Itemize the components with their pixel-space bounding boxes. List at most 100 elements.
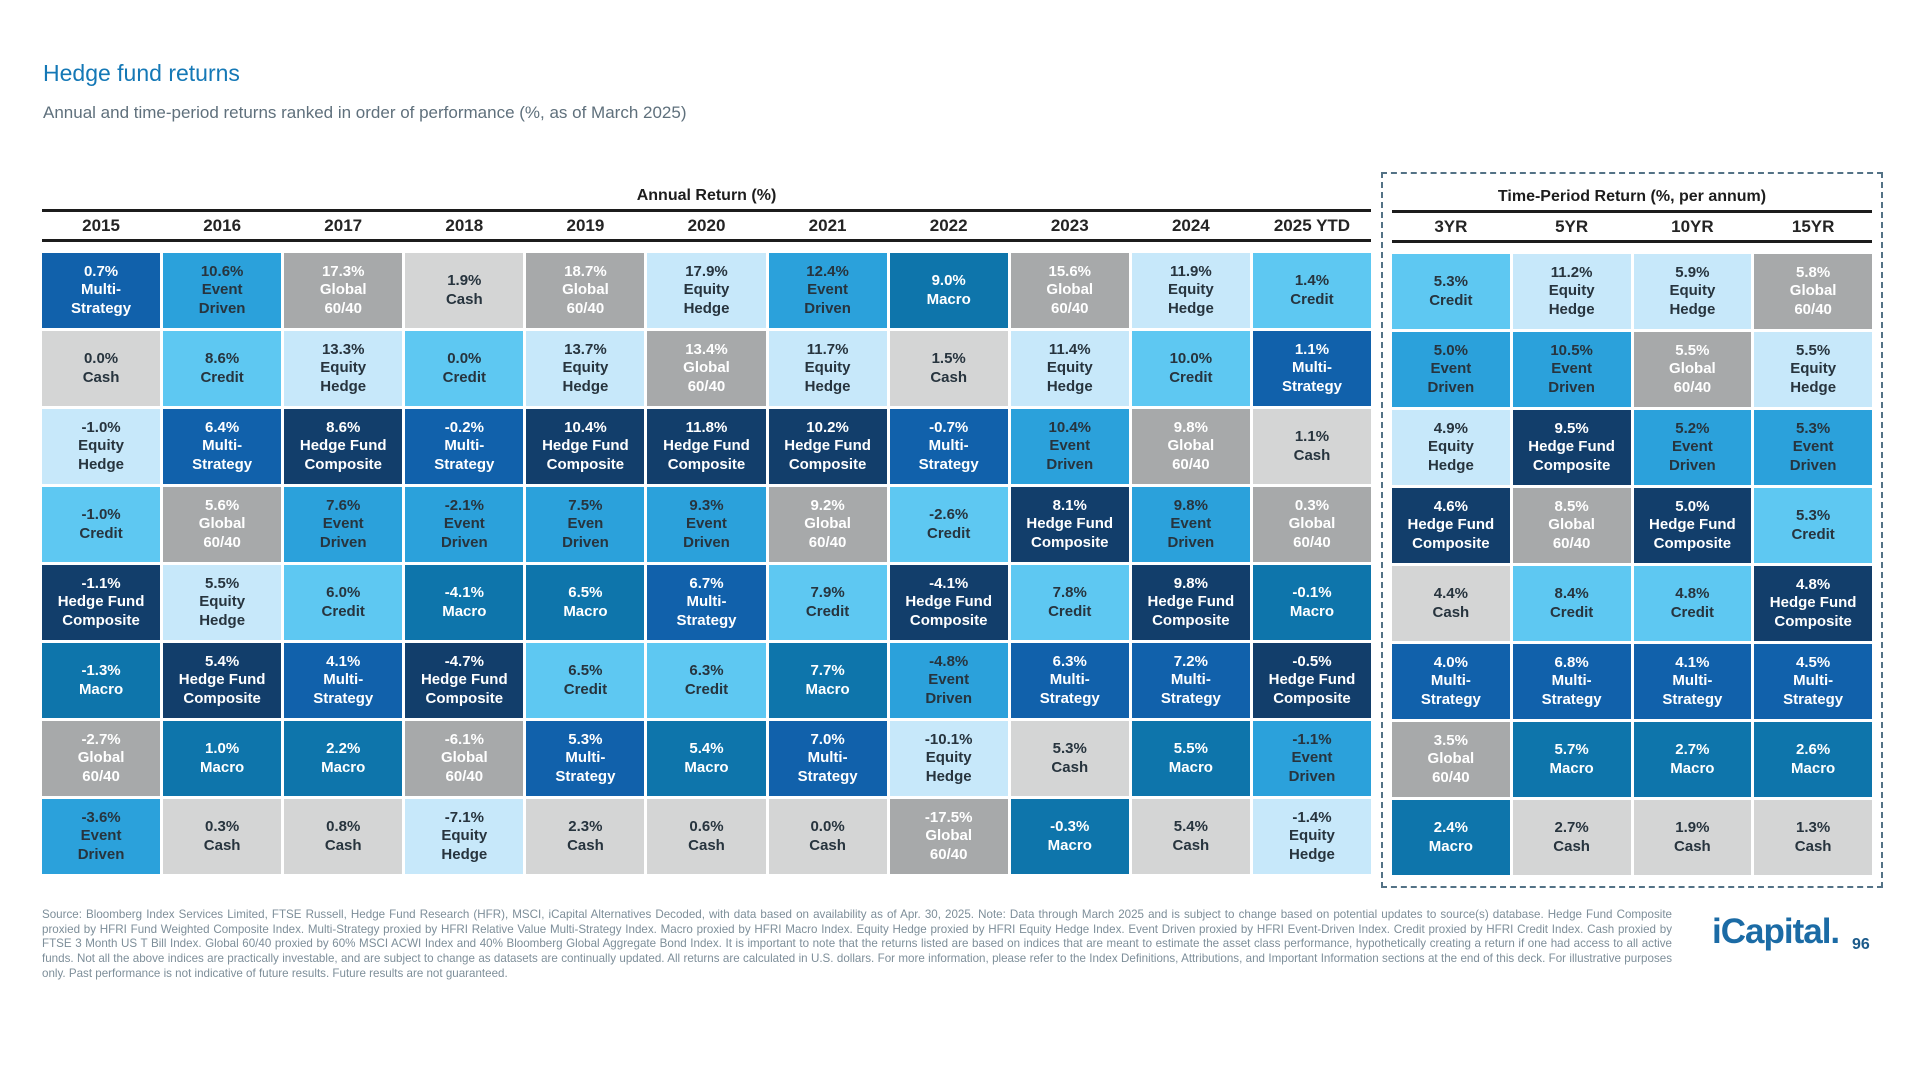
- return-cell: 11.4% Equity Hedge: [1010, 331, 1129, 406]
- return-cell: 2.7% Cash: [1512, 800, 1631, 875]
- return-cell: -0.7% Multi- Strategy: [889, 409, 1008, 484]
- return-cell: 1.4% Credit: [1252, 253, 1371, 328]
- annual-return-grid: 0.7% Multi- Strategy 10.6% Event Driven 17.3% G…: [42, 253, 1371, 874]
- return-cell: 6.3% Multi- Strategy: [1010, 643, 1129, 718]
- return-cell: 2.2% Macro: [284, 721, 403, 796]
- return-cell: 8.5% Global 60/40: [1512, 488, 1631, 563]
- return-cell: 2.4% Macro: [1392, 800, 1510, 875]
- return-cell: 1.1% Multi- Strategy: [1252, 331, 1371, 406]
- year-header: 2019: [566, 215, 605, 235]
- return-cell: 5.3% Credit: [1754, 488, 1872, 563]
- return-cell: -3.6% Event Driven: [42, 799, 161, 874]
- return-cell: 1.1% Cash: [1252, 409, 1371, 484]
- return-cell: 0.3% Global 60/40: [1252, 487, 1371, 562]
- return-cell: 11.9% Equity Hedge: [1131, 253, 1250, 328]
- return-cell: 4.4% Cash: [1392, 566, 1510, 641]
- divider: [42, 209, 1371, 212]
- return-cell: -1.0% Credit: [42, 487, 161, 562]
- return-cell: 10.6% Event Driven: [163, 253, 282, 328]
- return-cell: 1.9% Cash: [405, 253, 524, 328]
- return-cell: -1.1% Hedge Fund Composite: [42, 565, 161, 640]
- year-header: 2022: [929, 215, 968, 235]
- return-cell: 0.6% Cash: [647, 799, 766, 874]
- return-cell: 5.5% Macro: [1131, 721, 1250, 796]
- return-cell: 5.5% Global 60/40: [1633, 332, 1752, 407]
- return-cell: 5.3% Cash: [1010, 721, 1129, 796]
- return-cell: 10.4% Event Driven: [1010, 409, 1129, 484]
- return-cell: -6.1% Global 60/40: [405, 721, 524, 796]
- return-cell: 6.4% Multi- Strategy: [163, 409, 282, 484]
- return-cell: 6.8% Multi- Strategy: [1512, 644, 1631, 719]
- return-cell: 4.1% Multi- Strategy: [1633, 644, 1752, 719]
- return-cell: 18.7% Global 60/40: [526, 253, 645, 328]
- return-cell: 4.0% Multi- Strategy: [1392, 644, 1510, 719]
- return-cell: 5.0% Hedge Fund Composite: [1633, 488, 1752, 563]
- year-header: 2025 YTD: [1273, 215, 1351, 235]
- time-period-header: Time-Period Return (%, per annum): [1497, 188, 1767, 205]
- return-cell: 4.1% Multi- Strategy: [284, 643, 403, 718]
- divider: [42, 239, 1371, 242]
- return-cell: 0.8% Cash: [284, 799, 403, 874]
- return-cell: 11.2% Equity Hedge: [1512, 254, 1631, 329]
- return-cell: 7.6% Event Driven: [284, 487, 403, 562]
- return-cell: 2.3% Cash: [526, 799, 645, 874]
- return-cell: 7.5% Even Driven: [526, 487, 645, 562]
- divider: [1392, 210, 1872, 213]
- return-cell: 10.5% Event Driven: [1512, 332, 1631, 407]
- return-cell: -4.1% Macro: [405, 565, 524, 640]
- return-cell: 11.8% Hedge Fund Composite: [647, 409, 766, 484]
- return-cell: 7.2% Multi- Strategy: [1131, 643, 1250, 718]
- return-cell: 6.0% Credit: [284, 565, 403, 640]
- return-cell: 9.2% Global 60/40: [768, 487, 887, 562]
- return-cell: 5.3% Multi- Strategy: [526, 721, 645, 796]
- return-cell: -1.3% Macro: [42, 643, 161, 718]
- return-cell: -17.5% Global 60/40: [889, 799, 1008, 874]
- year-header: 15YR: [1791, 216, 1835, 236]
- return-cell: 8.4% Credit: [1512, 566, 1631, 641]
- return-cell: 8.6% Credit: [163, 331, 282, 406]
- return-cell: 9.8% Global 60/40: [1131, 409, 1250, 484]
- time-period-return-grid: 5.3% Credit 11.2% Equity Hedge 5.9% Equity Hedg…: [1392, 254, 1872, 875]
- return-cell: 4.9% Equity Hedge: [1392, 410, 1510, 485]
- return-cell: 17.9% Equity Hedge: [647, 253, 766, 328]
- return-cell: 5.3% Event Driven: [1754, 410, 1872, 485]
- return-cell: 0.7% Multi- Strategy: [42, 253, 161, 328]
- return-cell: 13.4% Global 60/40: [647, 331, 766, 406]
- return-cell: -1.0% Equity Hedge: [42, 409, 161, 484]
- return-cell: 4.8% Hedge Fund Composite: [1754, 566, 1872, 641]
- year-header: 2023: [1050, 215, 1089, 235]
- annual-return-table: Annual Return (%) 2015 2016 2017 2018 2019 20…: [42, 182, 1371, 874]
- year-header: 2016: [203, 215, 242, 235]
- return-cell: -4.7% Hedge Fund Composite: [405, 643, 524, 718]
- return-cell: 9.5% Hedge Fund Composite: [1512, 410, 1631, 485]
- return-cell: -1.1% Event Driven: [1252, 721, 1371, 796]
- return-cell: 5.5% Equity Hedge: [1754, 332, 1872, 407]
- return-cell: 2.6% Macro: [1754, 722, 1872, 797]
- return-cell: 9.0% Macro: [889, 253, 1008, 328]
- annual-year-row: 2015 2016 2017 2018 2019 2020 2021 2022 2023 2024…: [42, 212, 1371, 239]
- return-cell: -0.3% Macro: [1010, 799, 1129, 874]
- return-cell: 9.8% Event Driven: [1131, 487, 1250, 562]
- return-cell: 2.7% Macro: [1633, 722, 1752, 797]
- return-cell: 6.3% Credit: [647, 643, 766, 718]
- time-period-return-box: Time-Period Return (%, per annum) 3YR 5YR…: [1381, 172, 1883, 888]
- return-cell: -0.2% Multi- Strategy: [405, 409, 524, 484]
- return-cell: 7.0% Multi- Strategy: [768, 721, 887, 796]
- return-cell: 11.7% Equity Hedge: [768, 331, 887, 406]
- return-cell: 1.9% Cash: [1633, 800, 1752, 875]
- page-title: Hedge fund returns: [43, 60, 240, 86]
- return-cell: 13.7% Equity Hedge: [526, 331, 645, 406]
- return-cell: 10.2% Hedge Fund Composite: [768, 409, 887, 484]
- return-cell: -7.1% Equity Hedge: [405, 799, 524, 874]
- return-cell: 9.3% Event Driven: [647, 487, 766, 562]
- return-cell: 13.3% Equity Hedge: [284, 331, 403, 406]
- year-header: 2020: [687, 215, 726, 235]
- return-cell: 5.0% Event Driven: [1392, 332, 1510, 407]
- year-header: 3YR: [1434, 216, 1468, 236]
- return-cell: 17.3% Global 60/40: [284, 253, 403, 328]
- return-cell: 10.0% Credit: [1131, 331, 1250, 406]
- return-cell: 6.5% Credit: [526, 643, 645, 718]
- return-cell: 5.4% Hedge Fund Composite: [163, 643, 282, 718]
- return-cell: 0.3% Cash: [163, 799, 282, 874]
